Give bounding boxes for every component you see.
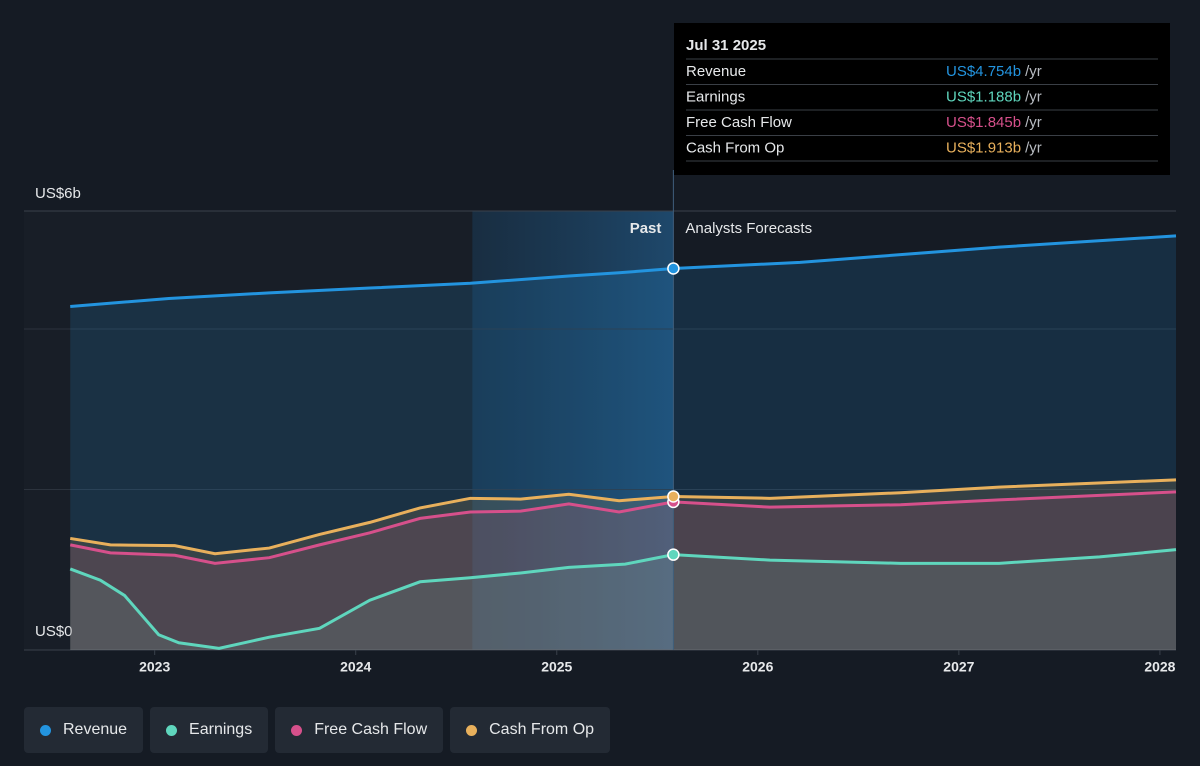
tooltip-number: US$1.188b — [946, 88, 1021, 105]
legend-swatch — [291, 724, 303, 736]
series-line — [69, 490, 1177, 565]
series-line — [70, 478, 1177, 556]
legend-swatch — [166, 724, 178, 736]
chart: US$6b US$0 2023 2024 2025 2026 2027 2028 Past Ana… — [24, 23, 1177, 675]
past-label: Past — [630, 220, 662, 237]
tooltip-unit: /yr — [1025, 88, 1042, 105]
series-line — [70, 234, 1177, 309]
series-area — [70, 491, 1176, 650]
top-label: US$6b — [35, 185, 81, 202]
x-tick-label: 2027 — [943, 659, 974, 675]
point-marker — [667, 490, 680, 503]
tooltip-number: US$1.845b — [946, 114, 1021, 131]
tooltip-label: Earnings — [686, 88, 745, 105]
legend-item[interactable]: Free Cash Flow — [275, 707, 444, 753]
forecast-label: Analysts Forecasts — [685, 220, 812, 237]
tooltip-label: Revenue — [686, 63, 746, 80]
x-tick-label: 2024 — [340, 659, 371, 675]
tooltip-unit: /yr — [1025, 114, 1042, 131]
tooltip-number: US$1.913b — [946, 139, 1021, 156]
tooltip-unit: /yr — [1025, 63, 1042, 80]
series-area — [70, 549, 1176, 650]
tooltip — [674, 23, 1170, 175]
y-tick-label: US$0 — [35, 623, 73, 640]
highlight-region — [472, 211, 674, 650]
legend-swatch — [466, 724, 478, 736]
x-tick-label: 2025 — [541, 659, 572, 675]
point-marker — [667, 262, 680, 275]
legend-label: Free Cash Flow — [314, 721, 428, 738]
tooltip-value: US$1.845b/yr — [946, 114, 1042, 131]
past-region — [24, 211, 473, 650]
legend-item[interactable]: Revenue — [24, 707, 144, 753]
legend-label: Revenue — [63, 721, 128, 738]
series-area — [70, 235, 1176, 651]
tooltip-unit: /yr — [1025, 139, 1042, 156]
point-marker — [667, 548, 680, 561]
tooltip-value: US$1.913b/yr — [946, 139, 1042, 156]
x-tick-label: 2028 — [1144, 659, 1175, 675]
x-tick-label: 2023 — [139, 659, 170, 675]
legend-label: Earnings — [189, 721, 253, 738]
legend-label: Cash From Op — [489, 721, 595, 738]
x-tick-label: 2026 — [742, 659, 773, 675]
tooltip-label: Cash From Op — [686, 139, 784, 156]
legend-item[interactable]: Cash From Op — [450, 707, 611, 753]
legend-swatch — [40, 724, 51, 736]
legend-item[interactable]: Earnings — [150, 707, 269, 753]
tooltip-label: Free Cash Flow — [686, 114, 792, 131]
tooltip-number: US$4.754b — [946, 63, 1021, 80]
tooltip-value: US$1.188b/yr — [946, 88, 1042, 105]
tooltip-value: US$4.754b/yr — [946, 63, 1042, 80]
tooltip-date: Jul 31 2025 — [686, 37, 766, 54]
series-line — [69, 548, 1177, 650]
legend: Revenue Earnings Free Cash Flow Cash From O… — [24, 707, 611, 753]
